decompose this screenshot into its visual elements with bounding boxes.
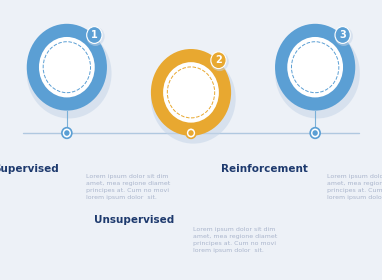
- Text: Unsupervised: Unsupervised: [94, 215, 174, 225]
- Text: Lorem ipsum dolor sit dim
amet, mea regione diamet
principes at. Cum no movi
lor: Lorem ipsum dolor sit dim amet, mea regi…: [86, 174, 170, 200]
- Text: 3: 3: [339, 30, 346, 40]
- Ellipse shape: [39, 37, 95, 97]
- Ellipse shape: [27, 24, 107, 111]
- Text: 1: 1: [91, 30, 98, 40]
- Ellipse shape: [62, 128, 72, 138]
- Ellipse shape: [186, 128, 196, 138]
- Ellipse shape: [86, 27, 105, 46]
- Ellipse shape: [335, 27, 350, 43]
- Text: Lorem ipsum dolor sit dim
amet, mea regione diamet
principes at. Cum no movi
lor: Lorem ipsum dolor sit dim amet, mea regi…: [327, 174, 382, 200]
- Ellipse shape: [87, 27, 102, 43]
- Ellipse shape: [287, 37, 343, 97]
- Ellipse shape: [275, 24, 355, 111]
- Ellipse shape: [210, 52, 229, 71]
- Text: Lorem ipsum dolor sit dim
amet, mea regione diamet
principes at. Cum no movi
lor: Lorem ipsum dolor sit dim amet, mea regi…: [193, 227, 277, 253]
- Ellipse shape: [275, 28, 360, 118]
- Text: 2: 2: [215, 55, 222, 65]
- Ellipse shape: [64, 130, 70, 136]
- Ellipse shape: [312, 130, 318, 136]
- Ellipse shape: [151, 49, 231, 136]
- Ellipse shape: [151, 53, 236, 144]
- Ellipse shape: [188, 130, 194, 136]
- Ellipse shape: [27, 28, 112, 118]
- Ellipse shape: [310, 128, 320, 138]
- Text: Supervised: Supervised: [0, 164, 59, 174]
- Ellipse shape: [335, 27, 353, 46]
- Ellipse shape: [163, 62, 219, 123]
- Text: Reinforcement: Reinforcement: [221, 164, 308, 174]
- Ellipse shape: [211, 52, 226, 69]
